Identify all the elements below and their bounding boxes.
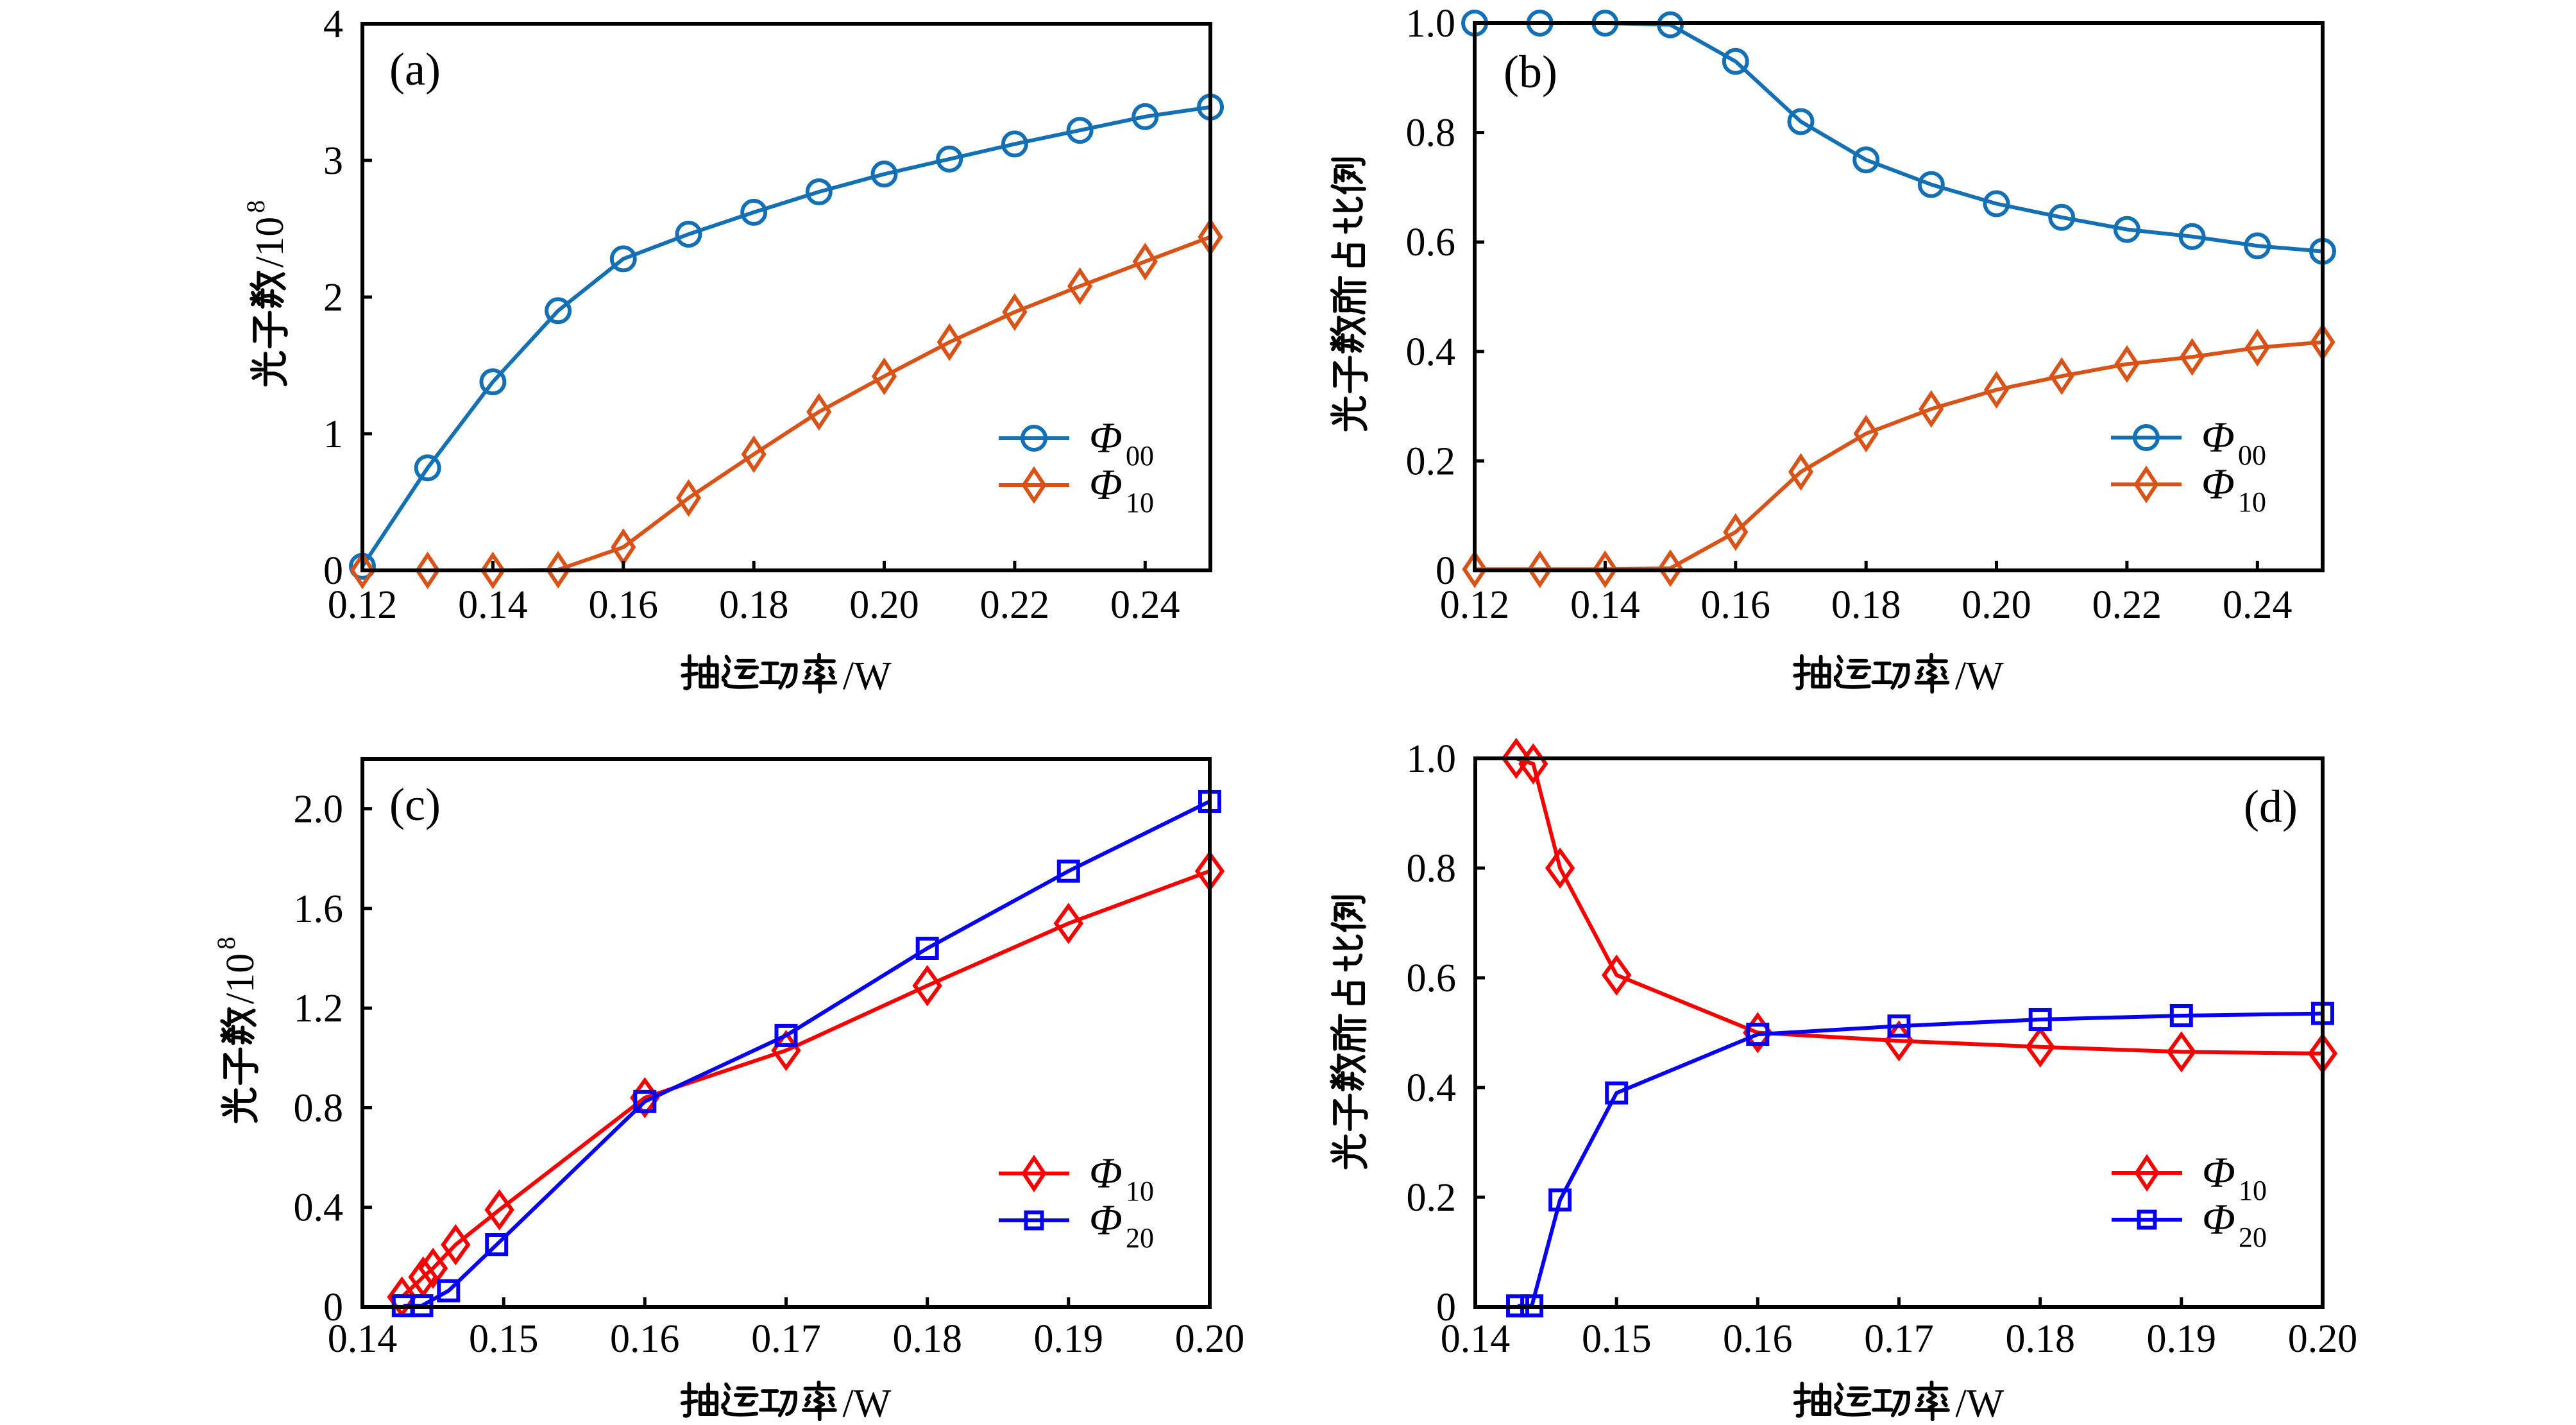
svg-text:0.4: 0.4 — [294, 1186, 344, 1230]
svg-text:/W: /W — [843, 654, 892, 698]
svg-text:Φ: Φ — [2201, 413, 2235, 461]
svg-text:0.18: 0.18 — [892, 1317, 962, 1361]
svg-text:0.18: 0.18 — [1831, 583, 1901, 627]
svg-text:0.12: 0.12 — [328, 583, 398, 627]
svg-text:4: 4 — [323, 3, 343, 46]
svg-text:/10: /10 — [219, 953, 262, 1004]
svg-text:/W: /W — [1955, 654, 2004, 698]
svg-text:Φ: Φ — [2202, 1195, 2235, 1243]
svg-text:0.8: 0.8 — [294, 1087, 344, 1131]
svg-text:0: 0 — [1436, 549, 1455, 593]
svg-text:Φ: Φ — [1089, 1195, 1123, 1244]
svg-text:0.19: 0.19 — [2147, 1317, 2217, 1361]
svg-text:Φ: Φ — [1089, 413, 1123, 462]
svg-text:1: 1 — [323, 413, 343, 456]
svg-text:0.16: 0.16 — [610, 1317, 680, 1361]
svg-text:00: 00 — [1126, 440, 1154, 472]
svg-text:0: 0 — [323, 1286, 343, 1329]
svg-text:(c): (c) — [389, 779, 441, 830]
svg-text:Φ: Φ — [1089, 460, 1123, 509]
svg-text:0.16: 0.16 — [1701, 583, 1771, 627]
svg-text:0.20: 0.20 — [849, 583, 919, 627]
svg-text:3: 3 — [323, 139, 343, 183]
svg-text:00: 00 — [2238, 439, 2266, 471]
svg-text:0: 0 — [323, 549, 343, 593]
svg-text:0.14: 0.14 — [458, 583, 528, 627]
svg-text:1.0: 1.0 — [1406, 2, 1456, 46]
svg-text:0.14: 0.14 — [328, 1317, 398, 1361]
svg-text:0.24: 0.24 — [1110, 583, 1180, 627]
svg-text:20: 20 — [2239, 1222, 2267, 1253]
svg-text:0.12: 0.12 — [1440, 583, 1510, 627]
svg-text:0.15: 0.15 — [469, 1317, 539, 1361]
svg-text:0.8: 0.8 — [1406, 112, 1456, 155]
svg-text:0.6: 0.6 — [1406, 221, 1456, 264]
svg-text:Φ: Φ — [2202, 1148, 2235, 1197]
svg-text:0.4: 0.4 — [1407, 1066, 1457, 1110]
svg-text:0.16: 0.16 — [1723, 1317, 1793, 1361]
svg-text:0.4: 0.4 — [1406, 330, 1456, 374]
svg-text:(d): (d) — [2244, 781, 2298, 832]
svg-text:0.16: 0.16 — [589, 583, 659, 627]
svg-text:0.20: 0.20 — [2288, 1317, 2358, 1361]
svg-text:20: 20 — [1126, 1222, 1154, 1254]
svg-text:(a): (a) — [389, 44, 441, 95]
svg-text:0.20: 0.20 — [1175, 1317, 1245, 1361]
svg-text:1.0: 1.0 — [1407, 737, 1457, 781]
svg-text:(b): (b) — [1504, 46, 1557, 98]
svg-text:0.14: 0.14 — [1441, 1317, 1511, 1361]
svg-text:0.22: 0.22 — [2092, 583, 2162, 627]
svg-text:0.8: 0.8 — [1407, 847, 1457, 891]
svg-text:0.19: 0.19 — [1034, 1317, 1104, 1361]
svg-text:8: 8 — [212, 937, 241, 950]
svg-text:0.22: 0.22 — [980, 583, 1050, 627]
svg-text:0.18: 0.18 — [719, 583, 789, 627]
svg-text:Φ: Φ — [2201, 459, 2235, 508]
svg-text:0.17: 0.17 — [751, 1317, 821, 1361]
svg-text:2: 2 — [323, 276, 343, 320]
svg-text:/W: /W — [843, 1382, 892, 1425]
svg-text:0.18: 0.18 — [2005, 1317, 2075, 1361]
svg-text:0.17: 0.17 — [1864, 1317, 1934, 1361]
svg-text:/W: /W — [1956, 1382, 2004, 1425]
svg-text:10: 10 — [1126, 1175, 1154, 1207]
svg-text:/10: /10 — [248, 217, 292, 268]
svg-text:0.2: 0.2 — [1407, 1176, 1457, 1220]
svg-text:10: 10 — [2239, 1175, 2267, 1206]
svg-text:0: 0 — [1436, 1286, 1456, 1329]
svg-text:0.15: 0.15 — [1582, 1317, 1652, 1361]
svg-text:1.6: 1.6 — [294, 887, 344, 931]
svg-text:0.14: 0.14 — [1570, 583, 1640, 627]
svg-text:0.6: 0.6 — [1407, 957, 1457, 1000]
svg-text:0.24: 0.24 — [2223, 583, 2292, 627]
svg-text:0.20: 0.20 — [1962, 583, 2031, 627]
svg-text:8: 8 — [241, 200, 270, 213]
svg-text:1.2: 1.2 — [294, 987, 344, 1030]
svg-text:0.2: 0.2 — [1406, 439, 1456, 483]
svg-text:10: 10 — [2238, 486, 2266, 518]
svg-text:Φ: Φ — [1089, 1148, 1123, 1197]
svg-text:10: 10 — [1126, 487, 1154, 518]
svg-text:2.0: 2.0 — [294, 788, 344, 832]
